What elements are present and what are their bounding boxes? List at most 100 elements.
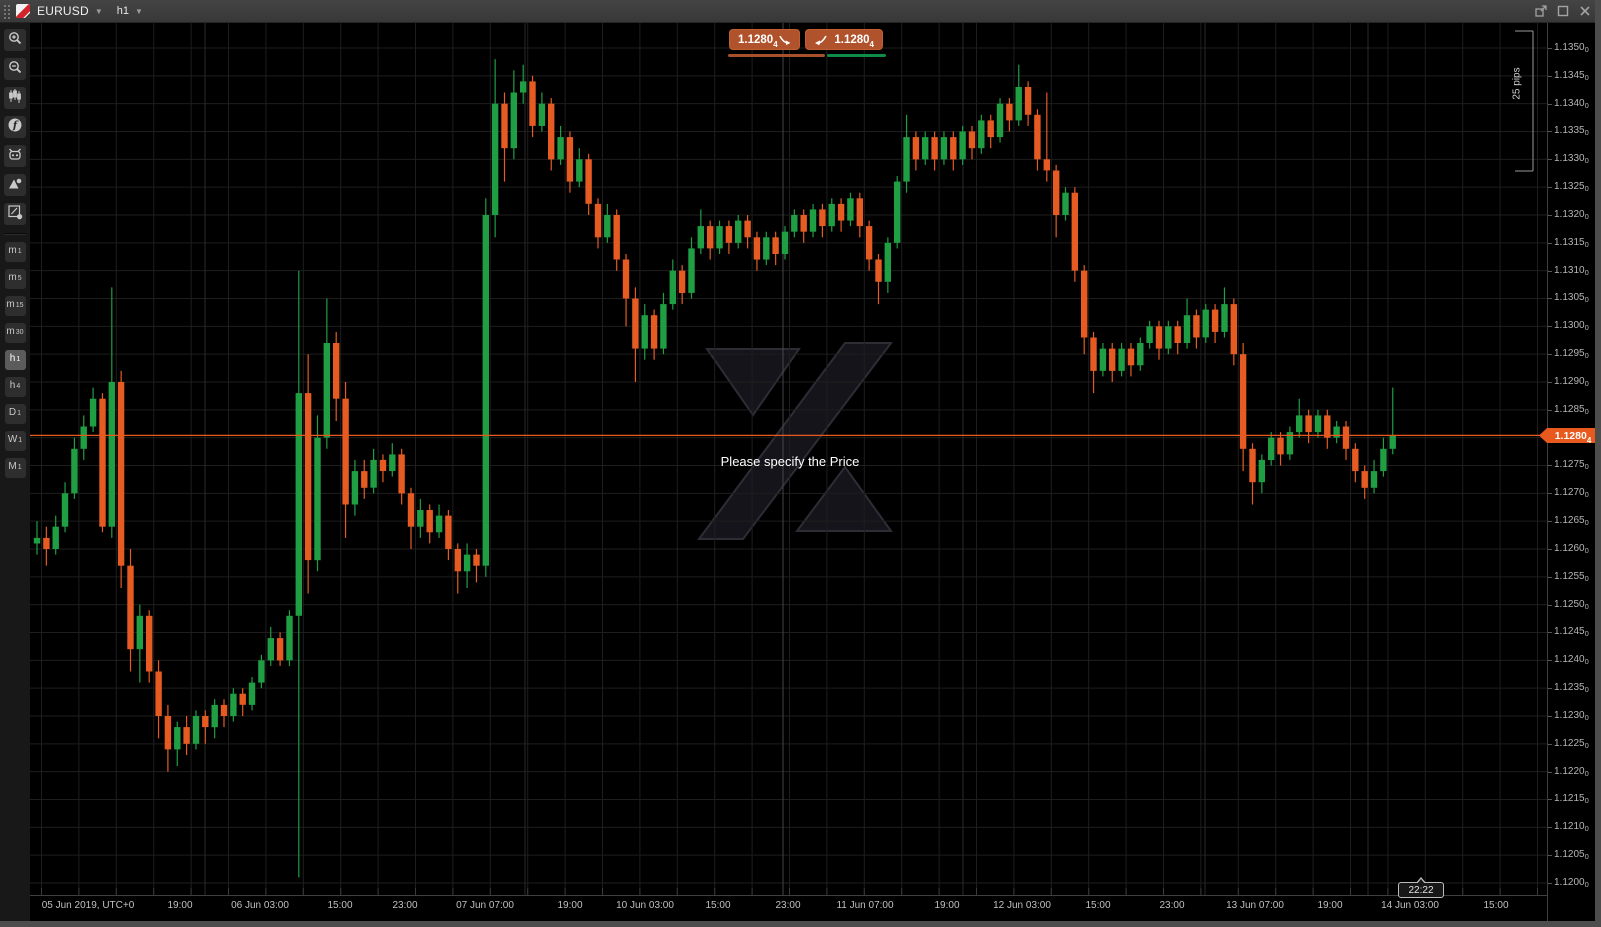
time-axis-label: 12 Jun 03:00	[993, 900, 1051, 911]
price-axis-tick	[1548, 548, 1552, 550]
symbol-selector[interactable]: EURUSD	[37, 4, 89, 18]
price-axis-label: 1.12950	[1554, 348, 1589, 361]
price-axis-label: 1.12900	[1554, 375, 1589, 388]
time-axis-label: 15:00	[1483, 900, 1509, 911]
price-axis-label: 1.12250	[1554, 737, 1589, 750]
price-axis-tick	[1548, 743, 1552, 745]
price-axis-label: 1.12100	[1554, 821, 1589, 834]
buy-button[interactable]: 1.12804	[805, 29, 883, 50]
price-axis-tick	[1548, 715, 1552, 717]
current-time-bubble: 22:22	[1398, 877, 1444, 898]
price-axis-label: 1.13050	[1554, 292, 1589, 305]
price-axis-label: 1.12850	[1554, 403, 1589, 416]
price-axis-label: 1.13200	[1554, 208, 1589, 221]
price-axis-label: 1.12650	[1554, 515, 1589, 528]
timeframe-selector[interactable]: h1	[116, 5, 130, 17]
price-axis-tick	[1548, 771, 1552, 773]
timeframe-m15-button[interactable]: m 15	[4, 296, 26, 316]
price-axis-label: 1.13000	[1554, 320, 1589, 333]
time-axis-label: 07 Jun 07:00	[456, 900, 514, 911]
indicators-icon: f	[7, 117, 23, 138]
buy-price: 1.1280	[834, 33, 870, 46]
time-axis-label: 15:00	[1085, 900, 1111, 911]
time-axis[interactable]: 05 Jun 2019, UTC+0 19:00 06 Jun 03:00 15:00…	[30, 895, 1547, 922]
price-axis-tick	[1548, 688, 1552, 690]
price-axis-tick	[1548, 632, 1552, 634]
drag-handle-icon[interactable]	[2, 3, 12, 19]
sell-price-pip: 4	[773, 40, 778, 50]
price-axis-tick	[1548, 493, 1552, 495]
price-axis-tick	[1548, 298, 1552, 300]
time-axis-label: 23:00	[392, 900, 418, 911]
sentiment-bar-sell	[728, 54, 825, 57]
instrument-icon	[16, 4, 30, 18]
zoom-out-icon	[7, 59, 23, 80]
price-axis-label: 1.13400	[1554, 97, 1589, 110]
sell-button[interactable]: 1.12804	[729, 29, 800, 50]
window-frame-right	[1595, 0, 1601, 927]
zoom-in-icon	[7, 30, 23, 51]
price-axis[interactable]: 1.13500 1.13450 1.13400 1.13350 1.13300 1.132…	[1547, 22, 1596, 921]
price-axis-label: 1.13150	[1554, 236, 1589, 249]
price-axis-label: 1.13300	[1554, 153, 1589, 166]
candlestick-canvas[interactable]	[30, 22, 1547, 895]
time-axis-label: 11 Jun 07:00	[836, 900, 894, 911]
time-axis-label: 05 Jun 2019, UTC+0	[41, 900, 135, 911]
sell-arrow-icon	[778, 35, 791, 45]
timeframe-caret-icon[interactable]: ▼	[135, 6, 143, 16]
price-axis-tick	[1548, 381, 1552, 383]
chart-type-icon	[7, 175, 23, 196]
close-icon[interactable]	[1577, 3, 1593, 19]
indicators-button[interactable]: f	[4, 116, 26, 138]
price-axis-label: 1.12200	[1554, 765, 1589, 778]
price-axis-label: 1.12350	[1554, 682, 1589, 695]
price-axis-tick	[1548, 326, 1552, 328]
toolbar-divider	[4, 233, 26, 235]
buy-price-pip: 4	[869, 40, 874, 50]
timeframe-m30-button[interactable]: m 30	[4, 323, 26, 343]
price-prompt-message: Please specify the Price	[720, 454, 860, 469]
price-axis-label: 1.12000	[1554, 876, 1589, 889]
price-axis-tick	[1548, 354, 1552, 356]
current-price-text: 1.1280	[1554, 429, 1587, 442]
symbol-caret-icon[interactable]: ▼	[94, 6, 103, 16]
price-axis-label: 1.13350	[1554, 125, 1589, 138]
zoom-out-button[interactable]	[4, 58, 26, 80]
chart-display-button[interactable]	[4, 87, 26, 109]
price-axis-tick	[1548, 855, 1552, 857]
titlebar[interactable]: EURUSD ▼ h1 ▼	[0, 0, 1601, 23]
time-axis-label: 23:00	[1159, 900, 1185, 911]
algo-trading-button[interactable]	[4, 145, 26, 167]
price-axis-tick	[1548, 75, 1552, 77]
buy-arrow-icon	[815, 35, 827, 45]
price-axis-tick	[1548, 214, 1552, 216]
price-axis-tick	[1548, 270, 1552, 272]
price-axis-label: 1.12500	[1554, 598, 1589, 611]
price-axis-label: 1.13250	[1554, 181, 1589, 194]
time-axis-label: 23:00	[775, 900, 801, 911]
price-axis-tick	[1548, 48, 1552, 49]
chart-type-button[interactable]	[4, 174, 26, 196]
price-axis-tick	[1548, 521, 1552, 523]
popout-icon[interactable]	[1533, 3, 1549, 19]
chart-display-icon	[7, 88, 23, 109]
maximize-icon[interactable]	[1555, 3, 1571, 19]
price-axis-label: 1.12700	[1554, 487, 1589, 500]
price-axis-tick	[1548, 827, 1552, 829]
chart-plot-area[interactable]: Please specify the Price 25 pips	[30, 22, 1547, 895]
time-axis-label: 15:00	[327, 900, 353, 911]
pip-measure-label: 25 pips	[1511, 67, 1523, 100]
price-axis-tick	[1548, 187, 1552, 189]
zoom-in-button[interactable]	[4, 29, 26, 51]
time-axis-label: 14 Jun 03:00	[1381, 900, 1439, 911]
chart-settings-button[interactable]	[4, 203, 26, 225]
price-axis-label: 1.12600	[1554, 542, 1589, 555]
sell-price: 1.1280	[738, 33, 774, 46]
